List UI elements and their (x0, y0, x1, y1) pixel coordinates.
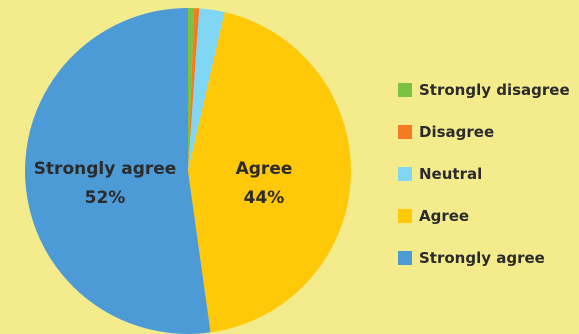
legend-swatch (398, 251, 412, 265)
legend-label: Agree (419, 207, 470, 225)
legend-label: Disagree (419, 123, 495, 141)
legend-item-strongly-agree: Strongly agree (398, 248, 570, 268)
legend-item-agree: Agree (398, 206, 570, 226)
legend-item-strongly-disagree: Strongly disagree (398, 80, 570, 100)
legend: Strongly disagree Disagree Neutral Agree… (398, 80, 570, 290)
legend-swatch (398, 167, 412, 181)
legend-label: Strongly disagree (419, 81, 570, 99)
legend-swatch (398, 209, 412, 223)
legend-label: Neutral (419, 165, 483, 183)
pie-data-labels: Strongly agree 52% Agree 44% (34, 159, 293, 208)
legend-item-disagree: Disagree (398, 122, 570, 142)
legend-swatch (398, 83, 412, 97)
pie-slice-disagree (188, 8, 200, 172)
label-strongly-agree-percent: 52% (85, 188, 126, 208)
pie-slice-strongly-disagree (188, 8, 195, 171)
pie-slice-strongly-agree (24, 7, 211, 334)
label-strongly-agree-name: Strongly agree (34, 159, 177, 179)
pie-slice-agree (188, 12, 351, 333)
legend-item-neutral: Neutral (398, 164, 570, 184)
label-agree-name: Agree (236, 159, 293, 179)
legend-label: Strongly agree (419, 249, 545, 267)
pie-slice-neutral (188, 8, 225, 172)
label-agree-percent: 44% (244, 188, 285, 208)
pie-slices (24, 7, 351, 334)
legend-swatch (398, 125, 412, 139)
